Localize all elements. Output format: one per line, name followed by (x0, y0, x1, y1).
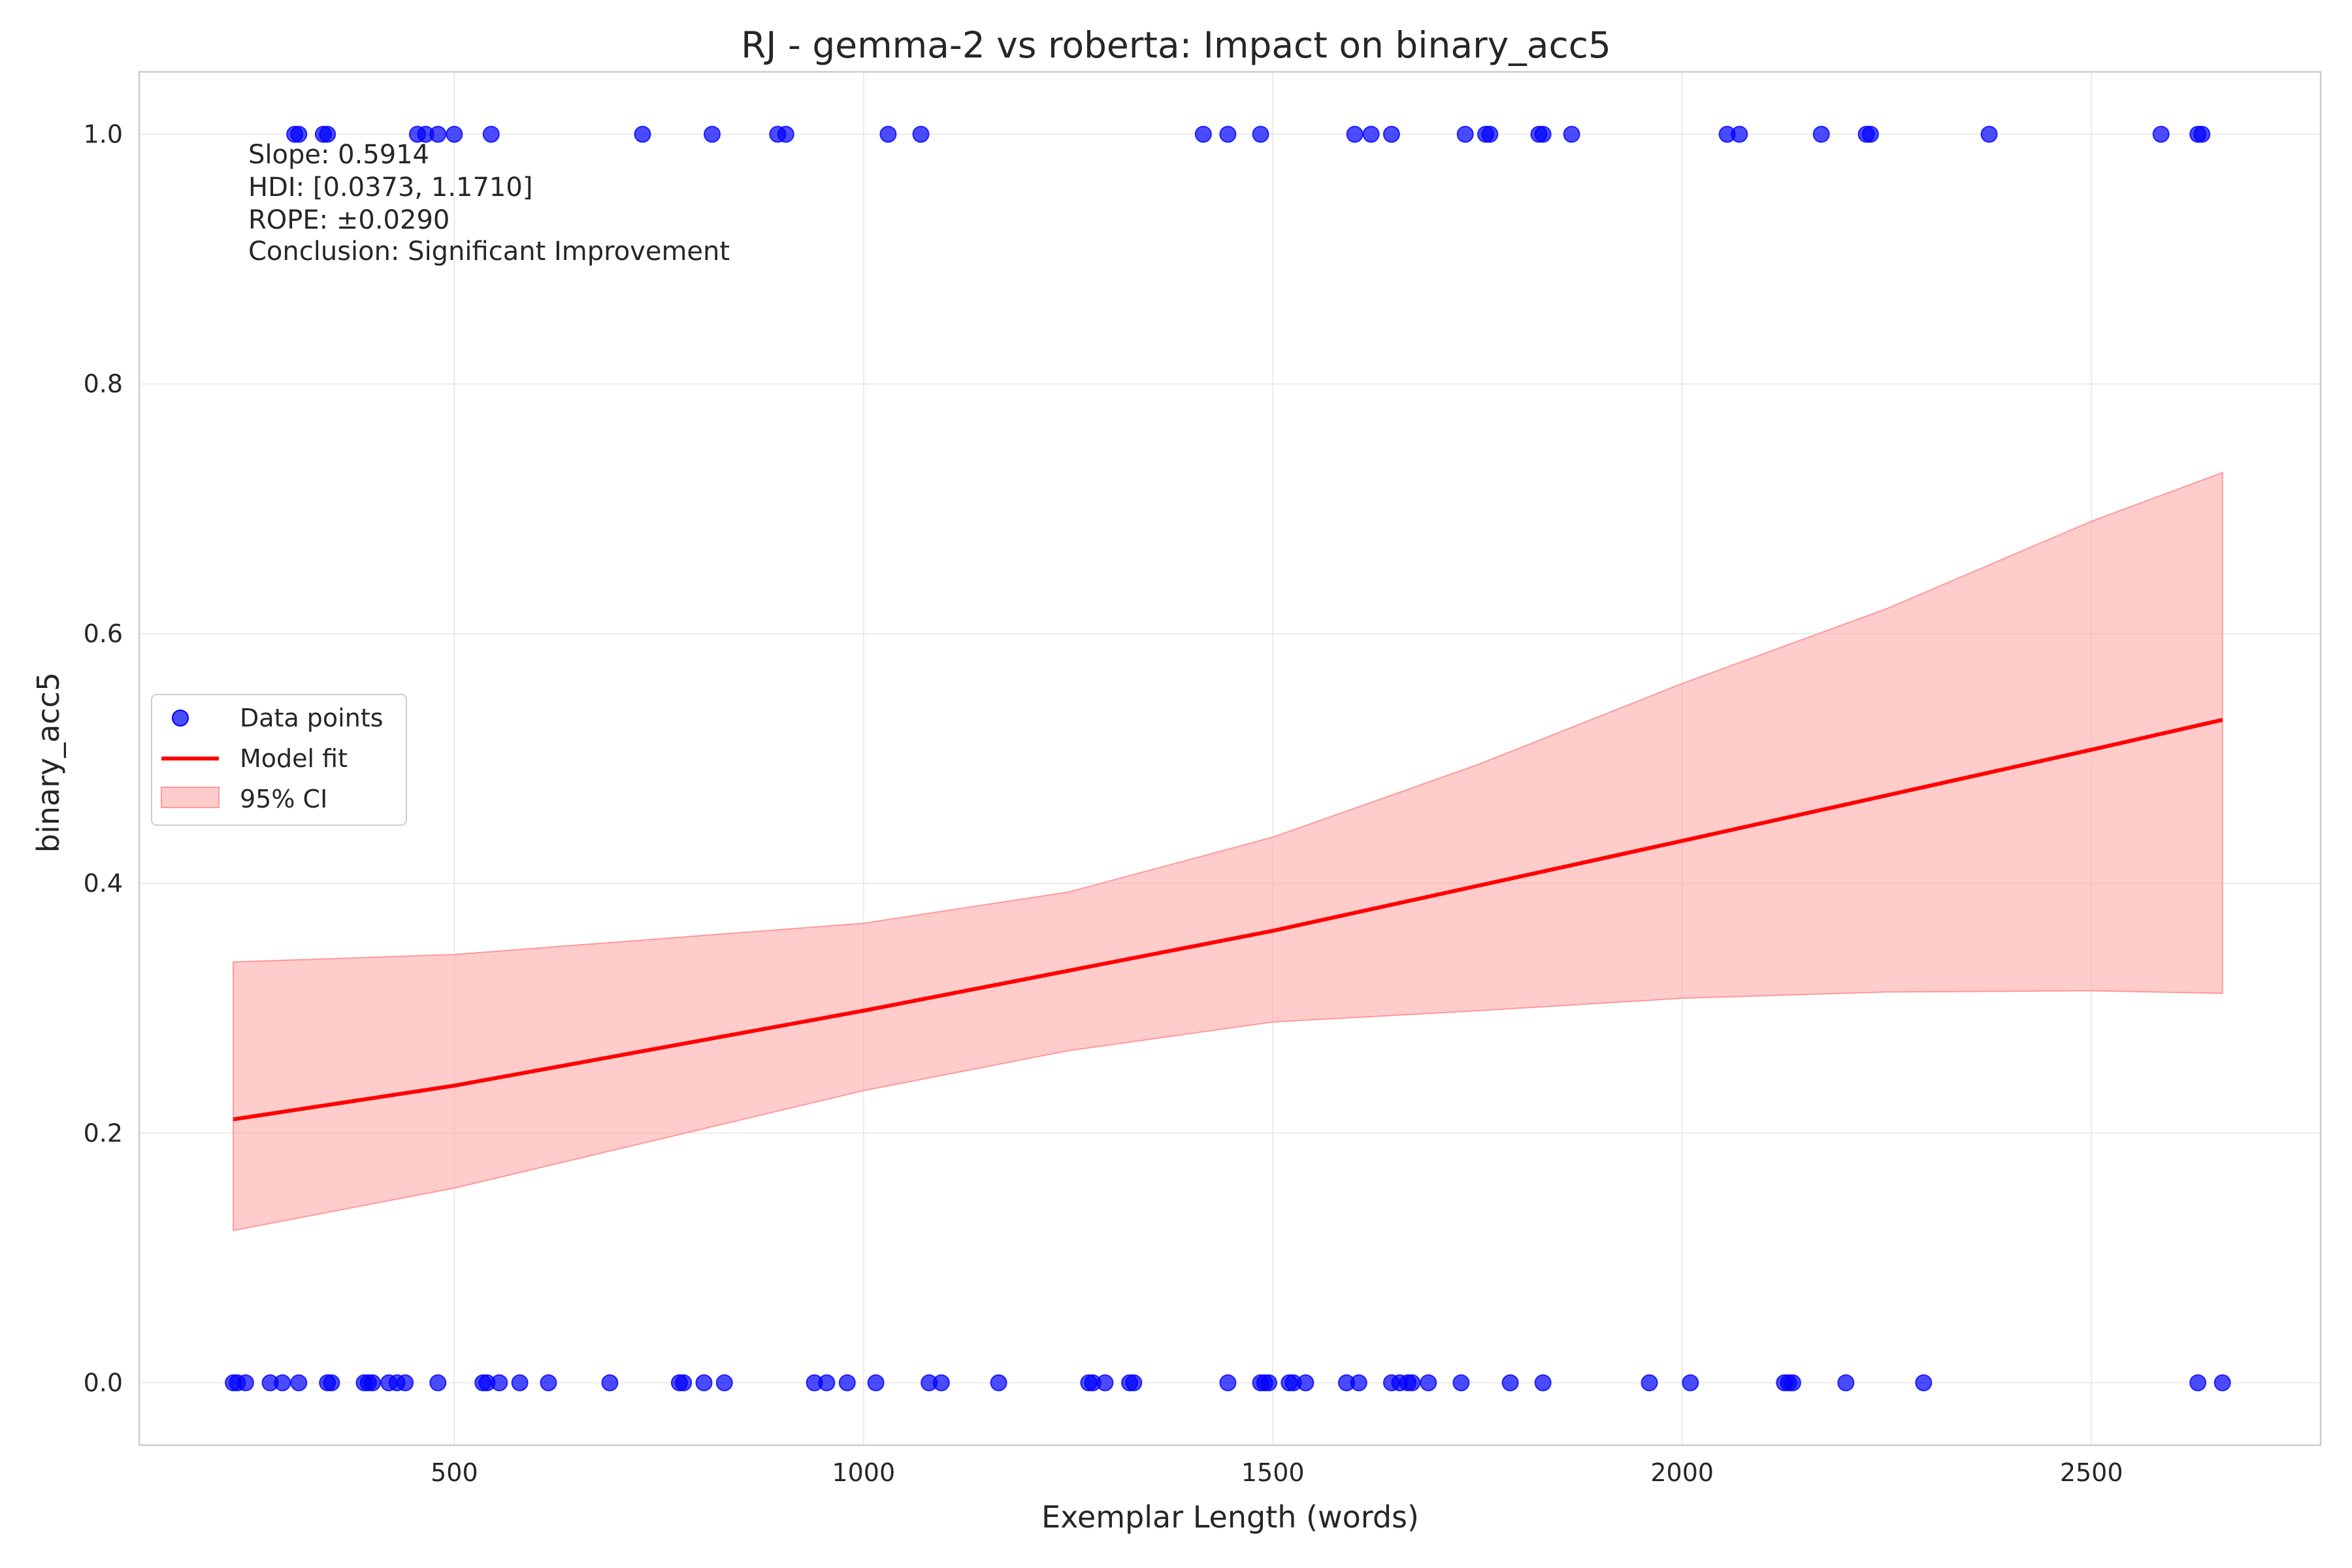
data-point (1915, 1374, 1933, 1392)
data-point (990, 1374, 1007, 1392)
data-point (491, 1374, 508, 1392)
data-point (1812, 125, 1830, 143)
x-tick-label: 1500 (1241, 1458, 1305, 1487)
data-point (1452, 1374, 1470, 1392)
legend-label-fit: Model fit (240, 744, 348, 773)
data-point (2213, 1374, 2231, 1392)
data-point (1641, 1374, 1658, 1392)
data-point (397, 1374, 414, 1392)
annotation-conclusion: Conclusion: Significant Improvement (248, 237, 730, 267)
data-point (601, 1374, 619, 1392)
y-tick-label: 0.4 (84, 869, 123, 898)
ci-band (233, 471, 2223, 1232)
data-point (1731, 125, 1748, 143)
data-point (1346, 125, 1364, 143)
data-point (1456, 125, 1474, 143)
stats-annotation: Slope: 0.5914 HDI: [0.0373, 1.1710] ROPE… (248, 140, 730, 267)
legend-marker-ci (161, 787, 220, 808)
legend: Data points Model fit 95% CI (151, 694, 407, 826)
data-point (932, 1374, 950, 1392)
data-point (1682, 1374, 1699, 1392)
data-point (1194, 125, 1212, 143)
ci-layer (233, 471, 2223, 1232)
data-point (818, 1374, 836, 1392)
data-point (1219, 1374, 1237, 1392)
x-tick-label: 500 (431, 1458, 478, 1487)
data-point (1260, 1374, 1277, 1392)
y-tick-label: 0.2 (84, 1119, 123, 1147)
y-ticks: 0.0 0.2 0.4 0.6 0.8 1.0 (84, 120, 123, 1397)
data-point (290, 1374, 308, 1392)
annotation-hdi: HDI: [0.0373, 1.1710] (248, 172, 532, 203)
annotation-slope: Slope: 0.5914 (248, 140, 429, 170)
y-axis-label: binary_acc5 (31, 672, 66, 853)
data-point (867, 1374, 885, 1392)
data-point (1297, 1374, 1315, 1392)
data-point (1784, 1374, 1801, 1392)
x-axis-label: Exemplar Length (words) (1041, 1499, 1419, 1535)
data-point (290, 125, 308, 143)
data-point (1350, 1374, 1367, 1392)
y-tick-label: 0.8 (84, 370, 123, 399)
data-point (695, 1374, 713, 1392)
chart-title: RJ - gemma-2 vs roberta: Impact on binar… (741, 24, 1611, 66)
x-tick-label: 1000 (832, 1458, 895, 1487)
data-point (1861, 125, 1879, 143)
data-point (1837, 1374, 1855, 1392)
y-tick-label: 0.0 (84, 1368, 123, 1397)
data-point (1403, 1374, 1421, 1392)
legend-label-points: Data points (240, 704, 384, 732)
y-tick-label: 0.6 (84, 619, 123, 648)
data-point (1481, 125, 1499, 143)
data-point (838, 1374, 856, 1392)
data-point (777, 125, 794, 143)
data-point (319, 125, 336, 143)
annotation-rope: ROPE: ±0.0290 (248, 205, 449, 235)
x-tick-label: 2000 (1650, 1458, 1714, 1487)
data-point (715, 1374, 733, 1392)
data-point (1420, 1374, 1437, 1392)
fit-layer (233, 717, 2223, 1122)
legend-marker-points (172, 710, 189, 727)
data-point (1501, 1374, 1519, 1392)
data-point (482, 125, 500, 143)
data-point (1534, 1374, 1552, 1392)
data-point (704, 125, 721, 143)
data-point (540, 1374, 557, 1392)
data-point (1563, 125, 1580, 143)
points-layer (225, 125, 2231, 1392)
plot-frame (138, 71, 2322, 1446)
data-point (912, 125, 930, 143)
data-point (1382, 125, 1400, 143)
data-point (237, 1374, 254, 1392)
data-point (323, 1374, 340, 1392)
data-point (511, 1374, 529, 1392)
data-point (879, 125, 897, 143)
data-point (634, 125, 651, 143)
data-point (364, 1374, 382, 1392)
data-point (429, 1374, 447, 1392)
data-point (675, 1374, 693, 1392)
model-fit-line (233, 717, 2223, 1122)
data-point (1980, 125, 1998, 143)
y-tick-label: 1.0 (84, 120, 123, 149)
data-point (429, 125, 447, 143)
data-point (2152, 125, 2170, 143)
data-point (1096, 1374, 1114, 1392)
data-point (1362, 125, 1380, 143)
x-tick-label: 2500 (2060, 1458, 2123, 1487)
legend-label-ci: 95% CI (240, 785, 327, 813)
data-point (446, 125, 463, 143)
data-point (2189, 1374, 2207, 1392)
data-point (1252, 125, 1269, 143)
data-point (274, 1374, 291, 1392)
data-point (1534, 125, 1552, 143)
data-point (1219, 125, 1237, 143)
x-ticks: 500 1000 1500 2000 2500 (431, 1458, 2123, 1487)
data-point (2193, 125, 2211, 143)
data-point (1125, 1374, 1143, 1392)
